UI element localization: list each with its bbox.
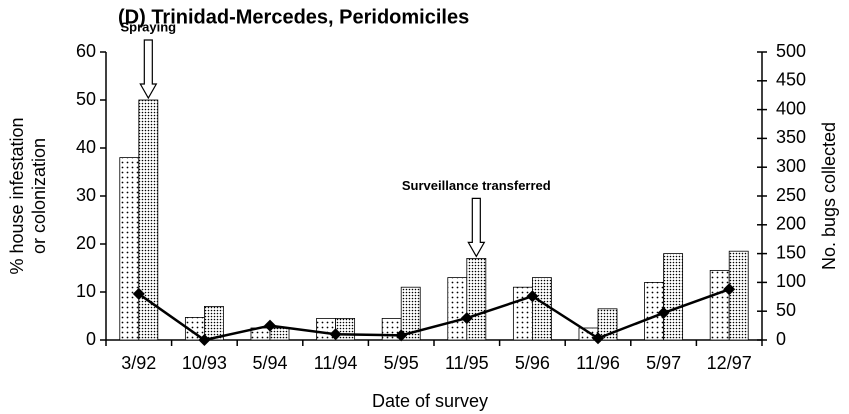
bar — [466, 257, 487, 341]
y2-tick-label: 100 — [776, 271, 806, 291]
y-axis-label: or colonization — [29, 138, 49, 254]
chart-title: (D) Trinidad-Mercedes, Peridomiciles — [118, 6, 469, 28]
y-tick-label: 20 — [76, 233, 96, 253]
bar — [119, 157, 140, 341]
bar — [400, 286, 421, 341]
y2-tick-label: 400 — [776, 98, 806, 118]
x-tick-label: 5/95 — [384, 353, 419, 373]
y2-tick-label: 350 — [776, 127, 806, 147]
y2-tick-label: 450 — [776, 70, 806, 90]
annotation: Surveillance transferred — [402, 178, 551, 193]
x-tick-label: 11/96 — [576, 353, 620, 373]
arrow — [139, 39, 158, 100]
marker — [592, 332, 604, 345]
y2-tick-label: 150 — [776, 242, 806, 262]
x-tick-label: 11/94 — [314, 353, 358, 373]
y2-tick-label: 300 — [776, 156, 806, 176]
bar — [532, 277, 552, 341]
marker — [526, 290, 539, 303]
y-tick-label: 30 — [76, 185, 96, 205]
y2-tick-label: 0 — [776, 329, 786, 349]
x-tick-label: 11/95 — [445, 353, 489, 373]
y-tick-label: 60 — [76, 41, 96, 61]
marker — [132, 287, 145, 300]
arrow — [467, 197, 486, 258]
bar — [728, 250, 749, 341]
y2-tick-label: 50 — [776, 300, 796, 320]
marker — [657, 306, 670, 319]
bar — [709, 269, 730, 341]
x-tick-label: 3/92 — [121, 353, 156, 373]
bar — [138, 99, 159, 341]
marker — [460, 312, 473, 325]
x-tick-label: 5/96 — [515, 353, 550, 373]
y-tick-label: 50 — [76, 89, 96, 109]
bar — [269, 327, 290, 341]
annotation: Spraying — [120, 19, 176, 34]
marker — [329, 328, 342, 341]
marker — [723, 283, 736, 296]
bar — [663, 253, 684, 341]
bar — [447, 277, 468, 341]
y-tick-label: 40 — [76, 137, 96, 157]
x-tick-label: 5/94 — [252, 353, 287, 373]
x-axis-label: Date of survey — [372, 391, 488, 411]
marker — [198, 334, 211, 346]
marker — [395, 329, 408, 342]
y2-tick-label: 500 — [776, 41, 806, 61]
marker — [264, 319, 276, 332]
x-tick-label: 12/97 — [707, 353, 752, 373]
y2-tick-label: 250 — [776, 185, 806, 205]
x-tick-label: 10/93 — [182, 353, 227, 373]
line — [138, 288, 730, 342]
x-tick-label: 5/97 — [646, 353, 681, 373]
y-tick-label: 10 — [76, 281, 96, 301]
y-axis-label: % house infestation — [7, 117, 27, 274]
y2-tick-label: 200 — [776, 214, 806, 234]
bar — [203, 305, 224, 341]
y2-axis-label: No. bugs collected — [819, 122, 839, 270]
y-tick-label: 0 — [86, 329, 96, 349]
